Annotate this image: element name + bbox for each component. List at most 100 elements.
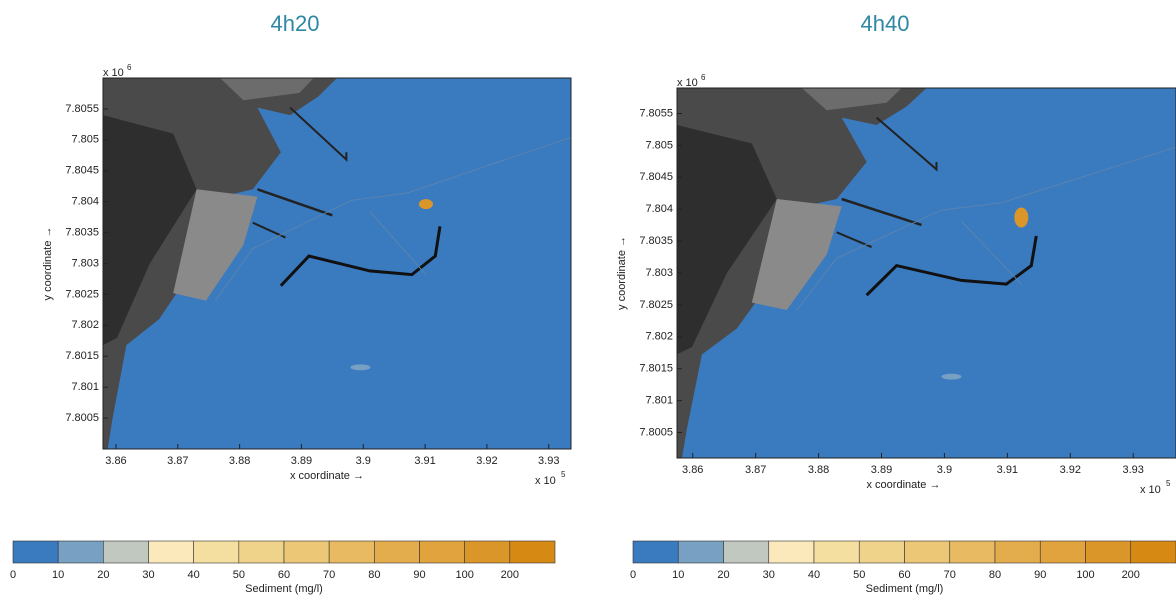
y-tick-label: 7.8025	[639, 299, 673, 311]
colorbar-swatch	[724, 541, 769, 563]
colorbar-tick-label: 50	[233, 569, 245, 581]
colorbar-swatch	[284, 541, 329, 563]
sediment-plume	[419, 199, 433, 209]
colorbar-tick-label: 20	[717, 569, 729, 581]
y-axis-label: y coordinate →	[616, 236, 628, 310]
colorbar-swatch	[678, 541, 723, 563]
colorbar-swatch	[374, 541, 419, 563]
y-tick-label: 7.8015	[639, 363, 673, 375]
colorbar-swatch	[950, 541, 995, 563]
colorbar-tick-label: 90	[413, 569, 425, 581]
colorbar-swatch	[814, 541, 859, 563]
figure: 4h20 3.86 3.87 3.88 3.89 3.9 3.91 3.92 3.93 7.800…	[0, 0, 1176, 606]
colorbar-tick-label: 40	[808, 569, 820, 581]
y-tick-label: 7.801	[71, 381, 99, 393]
colorbar-swatch	[995, 541, 1040, 563]
x-tick-label: 3.92	[1060, 464, 1081, 476]
colorbar-tick-label: 0	[630, 569, 636, 581]
colorbar-swatch	[329, 541, 374, 563]
x-tick-label: 3.86	[682, 464, 703, 476]
y-tick-label: 7.804	[71, 196, 99, 208]
colorbar-swatch	[905, 541, 950, 563]
y-tick-label: 7.8015	[65, 350, 99, 362]
colorbar-swatch	[1086, 541, 1131, 563]
y-tick-label: 7.8045	[65, 165, 99, 177]
map-area	[677, 88, 1176, 458]
y-tick-label: 7.8025	[65, 288, 99, 300]
colorbar-tick-label: 90	[1034, 569, 1046, 581]
colorbar-tick-label: 200	[1122, 569, 1140, 581]
x-tick-label: 3.87	[745, 464, 766, 476]
y-tick-label: 7.803	[71, 257, 99, 269]
y-tick-label: 7.8005	[65, 412, 99, 424]
colorbar-swatch	[769, 541, 814, 563]
colorbar-swatch	[465, 541, 510, 563]
y-tick-label: 7.802	[645, 331, 673, 343]
colorbar-tick-label: 30	[763, 569, 775, 581]
colorbar-tick-label: 60	[898, 569, 910, 581]
y-tick-label: 7.8005	[639, 426, 673, 438]
x-tick-label: 3.89	[871, 464, 892, 476]
colorbar-swatch	[58, 541, 103, 563]
x-multiplier: x 10	[535, 475, 556, 487]
colorbar-tick-label: 70	[944, 569, 956, 581]
x-tick-label: 3.88	[808, 464, 829, 476]
colorbar-swatch	[1131, 541, 1176, 563]
colorbar-swatch	[194, 541, 239, 563]
y-tick-label: 7.801	[645, 394, 673, 406]
x-tick-label: 3.91	[414, 455, 435, 467]
colorbar-label: Sediment (mg/l)	[866, 583, 944, 595]
colorbar-swatch	[13, 541, 58, 563]
x-tick-label: 3.93	[538, 455, 559, 467]
colorbar-tick-label: 70	[323, 569, 335, 581]
colorbar-tick-label: 80	[368, 569, 380, 581]
y-tick-label: 7.805	[645, 139, 673, 151]
y-exponent: 6	[701, 73, 706, 82]
y-multiplier: x 10	[677, 77, 698, 89]
colorbar-tick-label: 100	[455, 569, 473, 581]
sediment-halo	[350, 364, 370, 370]
x-tick-label: 3.91	[997, 464, 1018, 476]
x-tick-label: 3.86	[105, 455, 126, 467]
colorbar-tick-label: 60	[278, 569, 290, 581]
panel-title: 4h40	[861, 11, 910, 36]
y-tick-label: 7.8055	[639, 107, 673, 119]
y-tick-label: 7.805	[71, 134, 99, 146]
colorbar-tick-label: 10	[52, 569, 64, 581]
x-exponent: 5	[561, 470, 566, 479]
colorbar-swatch	[103, 541, 148, 563]
colorbar-tick-label: 20	[97, 569, 109, 581]
colorbar-tick-label: 100	[1076, 569, 1094, 581]
x-axis-label: x coordinate →	[867, 479, 941, 491]
x-tick-label: 3.9	[356, 455, 371, 467]
colorbar-swatch	[633, 541, 678, 563]
y-tick-label: 7.802	[71, 319, 99, 331]
colorbar-tick-label: 0	[10, 569, 16, 581]
x-tick-label: 3.89	[291, 455, 312, 467]
colorbar-swatch	[149, 541, 194, 563]
x-tick-label: 3.92	[476, 455, 497, 467]
sediment-plume	[1014, 208, 1028, 228]
x-tick-label: 3.93	[1122, 464, 1143, 476]
sediment-halo	[941, 374, 961, 380]
y-exponent: 6	[127, 63, 132, 72]
y-tick-label: 7.8035	[65, 226, 99, 238]
panel-title: 4h20	[271, 11, 320, 36]
colorbar-tick-label: 80	[989, 569, 1001, 581]
colorbar-swatch	[859, 541, 904, 563]
colorbar-swatch	[239, 541, 284, 563]
colorbar-tick-label: 30	[142, 569, 154, 581]
colorbar-swatch	[1040, 541, 1085, 563]
x-exponent: 5	[1166, 479, 1171, 488]
x-tick-label: 3.9	[937, 464, 952, 476]
x-multiplier: x 10	[1140, 484, 1161, 496]
y-tick-label: 7.8055	[65, 103, 99, 115]
x-axis-label: x coordinate →	[290, 470, 364, 482]
colorbar-tick-label: 50	[853, 569, 865, 581]
y-axis-label: y coordinate →	[42, 227, 54, 301]
x-tick-label: 3.88	[229, 455, 250, 467]
y-tick-label: 7.8035	[639, 235, 673, 247]
x-tick-label: 3.87	[167, 455, 188, 467]
y-tick-label: 7.803	[645, 267, 673, 279]
y-multiplier: x 10	[103, 67, 124, 79]
